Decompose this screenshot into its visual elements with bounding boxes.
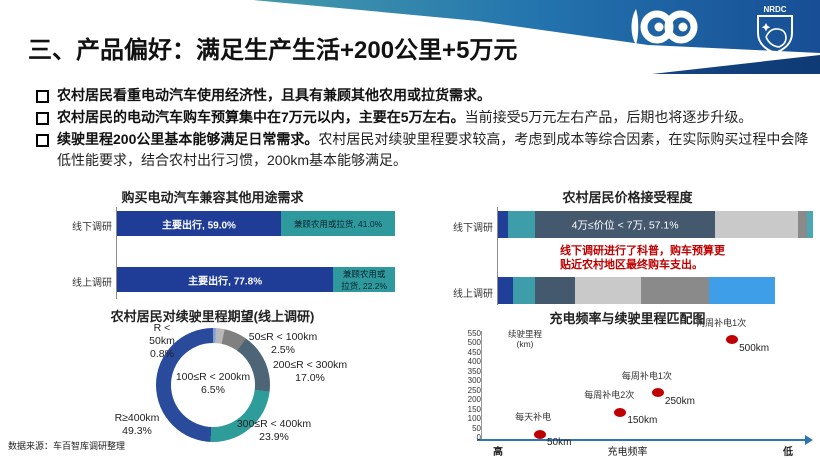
chart-title: 充电频率与续驶里程匹配图 (549, 311, 706, 326)
bar-track: 主要出行, 59.0% 兼顾农用或拉货, 41.0% (117, 211, 395, 236)
x-axis-line (477, 439, 807, 441)
bar-segment (715, 211, 799, 238)
axis-line (497, 207, 498, 305)
ev100-logo-icon (626, 7, 698, 52)
page-title: 三、产品偏好：满足生产生活+200公里+5万元 (28, 37, 518, 64)
bullet-marker (36, 134, 49, 147)
chart-title: 农村居民价格接受程度 (562, 190, 693, 205)
bar-category-label: 线下调研 (72, 222, 112, 233)
bar-value-label: 兼顾农用或 拉货, 22.2% (341, 268, 388, 291)
y-tick-label: 100 (467, 414, 481, 424)
bullet-normal-text: 农村居民对续驶里程要求较高，考虑到成本等综合因素，在实际购买过程中会降低性能要求… (57, 131, 809, 168)
chart-title: 农村居民对续驶里程期望(线上调研) (110, 309, 315, 324)
bar-segment: 4万≤价位 < 7万, 57.1% (535, 211, 716, 238)
nrdc-logo-text: NRDC (763, 5, 786, 14)
y-tick-label: 550 (467, 329, 481, 338)
data-source: 数据来源：车百智库调研整理 (8, 441, 126, 451)
bullet-item: 农村居民看重电动汽车使用经济性，且具有兼顾其他农用或拉货需求。 (36, 85, 814, 106)
donut-chart (156, 328, 270, 442)
bar-category-label: 线下调研 (453, 223, 493, 234)
bar-segment: 兼顾农用或 拉货, 22.2% (333, 267, 395, 292)
bullet-bold-text: 农村居民的电动汽车购车预算集中在7万元以内，主要在5万左右。 (57, 109, 465, 125)
chart-charge-frequency-match: 充电频率与续驶里程匹配图 续驶里程 (km) 高 充电频率 低 0 50 100 15… (435, 307, 820, 458)
x-axis-low-label: 低 (783, 447, 793, 458)
point-name-label: 每周补电1次 (621, 370, 672, 381)
y-axis-line (481, 331, 482, 440)
y-axis-label: 续驶里程 (km) (507, 329, 542, 350)
point-name-label: 每周补电2次 (584, 390, 635, 401)
y-tick-label: 450 (467, 347, 481, 357)
pie-label: 200≤R < 300km 17.0% (272, 359, 348, 385)
y-tick-label: 150 (467, 404, 481, 414)
bar-segment (512, 277, 536, 304)
bullet-bold-text: 续驶里程200公里基本能够满足日常需求。 (57, 131, 319, 147)
bullet-item: 续驶里程200公里基本能够满足日常需求。农村居民对续驶里程要求较高，考虑到成本等… (36, 129, 814, 171)
pie-label: 100≤R < 200km 6.5% (175, 371, 251, 397)
bar-segment (640, 277, 710, 304)
bar-category-label: 线上调研 (453, 289, 493, 300)
nrdc-logo-icon: NRDC (752, 3, 798, 60)
bar-segment: 兼顾农用或拉货, 41.0% (281, 211, 395, 236)
y-tick-label: 250 (467, 385, 481, 395)
bar-value-label: 主要出行, 59.0% (162, 220, 236, 231)
point-range-label: 150km (627, 415, 658, 427)
point-name-label: 每天补电 (515, 412, 552, 423)
chart-price-acceptance: 农村居民价格接受程度 线下调研 4万≤价位 < 7万, 57.1% 线下调研进行… (435, 185, 820, 307)
bullet-list: 农村居民看重电动汽车使用经济性，且具有兼顾其他农用或拉货需求。 农村居民的电动汽… (36, 85, 814, 172)
bar-segment (498, 277, 513, 304)
bullet-normal-text: 当前接受5万元左右产品，后期也将逐步升级。 (464, 109, 753, 125)
bullet-marker (36, 90, 49, 103)
bar-segment: 主要出行, 59.0% (117, 211, 282, 236)
bar-segment (806, 211, 813, 238)
bar-segment: 主要出行, 77.8% (117, 267, 334, 292)
pie-label: R < 50km 0.8% (149, 322, 175, 361)
bar-segment (508, 211, 536, 238)
point-range-label: 500km (739, 342, 770, 354)
y-tick-label: 500 (467, 338, 481, 348)
bar-value-label: 兼顾农用或拉货, 41.0% (293, 218, 383, 229)
scatter-point (533, 429, 546, 439)
y-tick-label: 300 (467, 376, 481, 386)
pie-label: R≥400km 49.3% (114, 412, 160, 438)
axis-line (116, 207, 117, 299)
bar-value-label: 主要出行, 77.8% (188, 276, 263, 287)
bullet-bold-text: 农村居民看重电动汽车使用经济性，且具有兼顾其他农用或拉货需求。 (57, 87, 491, 103)
scatter-point (726, 335, 739, 345)
point-range-label: 250km (664, 395, 695, 407)
bar-value-label: 4万≤价位 < 7万, 57.1% (571, 219, 679, 231)
bar-segment (709, 277, 776, 304)
bar-segment (535, 277, 575, 304)
x-axis-high-label: 高 (493, 447, 503, 458)
bullet-marker (36, 112, 49, 125)
scatter-point (651, 388, 664, 398)
pie-label: 50≤R < 100km 2.5% (248, 331, 318, 357)
bar-segment (498, 211, 509, 238)
bullet-item: 农村居民的电动汽车购车预算集中在7万元以内，主要在5万左右。当前接受5万元左右产… (36, 107, 814, 128)
y-tick-label: 350 (467, 366, 481, 376)
bar-category-label: 线上调研 (72, 278, 112, 289)
chart-usage-compatibility: 购买电动汽车兼容其他用途需求 线下调研 主要出行, 59.0% 兼顾农用或拉货, … (30, 185, 395, 299)
bar-track (498, 277, 813, 304)
point-name-label: 两周补电1次 (696, 317, 747, 328)
y-tick-label: 0 (476, 433, 481, 442)
chart-range-expectation: 农村居民对续驶里程期望(线上调研) R < 50km 0.8% 50≤R < 1… (30, 302, 395, 454)
chart-title: 购买电动汽车兼容其他用途需求 (121, 190, 304, 205)
annotation-text: 线下调研进行了科普，购车预算更 贴近农村地区最终购车支出。 (560, 245, 725, 272)
y-tick-label: 200 (467, 395, 481, 405)
scatter-point (614, 407, 627, 417)
bar-track: 主要出行, 77.8% 兼顾农用或 拉货, 22.2% (117, 267, 395, 292)
bar-segment (574, 277, 641, 304)
pie-label: 300≤R < 400km 23.9% (236, 418, 312, 444)
bar-segment (798, 211, 807, 238)
y-tick-label: 400 (467, 357, 481, 367)
y-tick-label: 50 (472, 423, 481, 433)
point-range-label: 50km (546, 437, 572, 449)
bar-track: 4万≤价位 < 7万, 57.1% (498, 211, 813, 238)
x-axis-title: 充电频率 (607, 447, 648, 458)
x-axis-arrow-icon (805, 435, 813, 445)
